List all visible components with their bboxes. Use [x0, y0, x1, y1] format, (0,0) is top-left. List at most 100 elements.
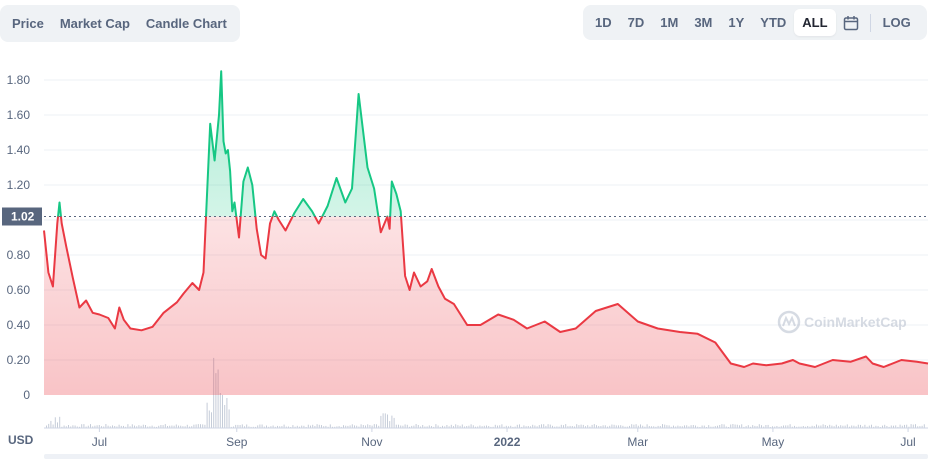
- volume-bar: [59, 416, 61, 428]
- volume-bar: [666, 425, 668, 428]
- volume-bar: [684, 425, 685, 428]
- volume-bar: [351, 424, 353, 428]
- range-1y[interactable]: 1Y: [728, 15, 745, 30]
- volume-bar: [734, 424, 736, 428]
- currency-label: USD: [8, 433, 34, 447]
- volume-bar: [87, 425, 89, 428]
- volume-bar: [345, 425, 347, 428]
- volume-bar: [466, 426, 468, 428]
- calendar-icon[interactable]: [836, 9, 866, 36]
- volume-bar: [871, 424, 872, 428]
- volume-bar: [402, 425, 404, 428]
- volume-bar: [818, 425, 820, 428]
- volume-bar: [79, 426, 80, 428]
- volume-bar: [552, 425, 553, 428]
- y-tick-label: 1.40: [7, 143, 31, 157]
- volume-bar: [404, 424, 406, 428]
- volume-bar: [512, 426, 514, 428]
- volume-bar: [415, 424, 417, 428]
- volume-bar: [536, 426, 538, 428]
- volume-bar: [545, 425, 547, 428]
- volume-bar: [118, 424, 120, 428]
- volume-bar: [442, 425, 443, 428]
- svg-text:1.02: 1.02: [11, 210, 35, 224]
- volume-bar: [169, 425, 171, 428]
- volume-bar: [250, 426, 252, 428]
- volume-bar: [758, 424, 760, 428]
- volume-bar: [695, 425, 696, 428]
- log-scale-toggle[interactable]: LOG: [882, 15, 911, 30]
- volume-bar: [578, 425, 580, 428]
- volume-bar: [556, 426, 558, 428]
- volume-bar: [193, 424, 195, 428]
- volume-bar: [50, 420, 52, 428]
- volume-bar: [644, 426, 646, 428]
- volume-bar: [367, 424, 369, 428]
- tab-candle-chart[interactable]: Candle Chart: [145, 16, 227, 31]
- volume-bar: [864, 424, 866, 428]
- volume-bar: [860, 424, 861, 428]
- range-navigator[interactable]: [44, 454, 928, 459]
- volume-bar: [444, 426, 446, 428]
- volume-bar: [354, 425, 355, 428]
- volume-bar: [189, 426, 190, 428]
- volume-bar: [197, 424, 199, 428]
- volume-bar: [802, 426, 804, 428]
- volume-bar: [600, 426, 602, 428]
- volume-bar: [233, 426, 234, 428]
- tab-market-cap[interactable]: Market Cap: [59, 16, 130, 31]
- volume-bar: [697, 426, 699, 428]
- x-tick-label: 2022: [494, 435, 521, 449]
- volume-bar: [732, 424, 734, 428]
- volume-bar: [585, 426, 586, 428]
- range-3m[interactable]: 3M: [694, 15, 713, 30]
- volume-bar: [411, 425, 413, 428]
- volume-bar: [582, 424, 584, 428]
- volume-bar: [490, 426, 492, 428]
- range-1m[interactable]: 1M: [660, 15, 679, 30]
- volume-bar: [391, 415, 393, 428]
- volume-bar: [596, 425, 597, 428]
- volume-bar: [730, 424, 732, 428]
- volume-bar: [681, 426, 683, 428]
- volume-bar: [244, 426, 245, 428]
- volume-bar: [912, 424, 914, 428]
- volume-bar: [778, 426, 780, 428]
- tab-price[interactable]: Price: [12, 16, 44, 31]
- range-1d[interactable]: 1D: [595, 15, 612, 30]
- range-7d[interactable]: 7D: [627, 15, 645, 30]
- volume-bar: [472, 425, 474, 428]
- volume-bar: [523, 425, 525, 428]
- range-ytd[interactable]: YTD: [760, 15, 787, 30]
- x-tick-label: Nov: [361, 435, 382, 449]
- volume-bar: [151, 425, 153, 428]
- volume-bar: [637, 425, 639, 428]
- volume-bar: [624, 426, 626, 428]
- volume-bar: [895, 425, 897, 428]
- volume-bar: [257, 425, 259, 428]
- volume-bar: [173, 425, 175, 428]
- volume-bar: [635, 424, 637, 428]
- volume-bar: [708, 425, 710, 428]
- volume-bar: [532, 424, 534, 428]
- volume-bar: [791, 426, 793, 428]
- volume-bar: [272, 425, 274, 428]
- volume-bar: [85, 426, 87, 428]
- volume-bar: [787, 425, 789, 428]
- volume-bar: [477, 426, 479, 428]
- volume-bar: [640, 424, 641, 428]
- volume-bar: [81, 424, 83, 428]
- volume-bar: [393, 417, 395, 428]
- volume-bar: [827, 425, 828, 428]
- range-all[interactable]: ALL: [794, 9, 836, 36]
- volume-bar: [114, 426, 116, 428]
- volume-bar: [563, 425, 564, 428]
- volume-bar: [261, 424, 263, 428]
- volume-bar: [701, 425, 703, 428]
- volume-bar: [376, 424, 377, 428]
- volume-bar: [798, 426, 800, 428]
- volume-bar: [622, 425, 624, 428]
- volume-bar: [142, 424, 144, 428]
- volume-bar: [811, 425, 813, 428]
- volume-bar: [120, 425, 122, 428]
